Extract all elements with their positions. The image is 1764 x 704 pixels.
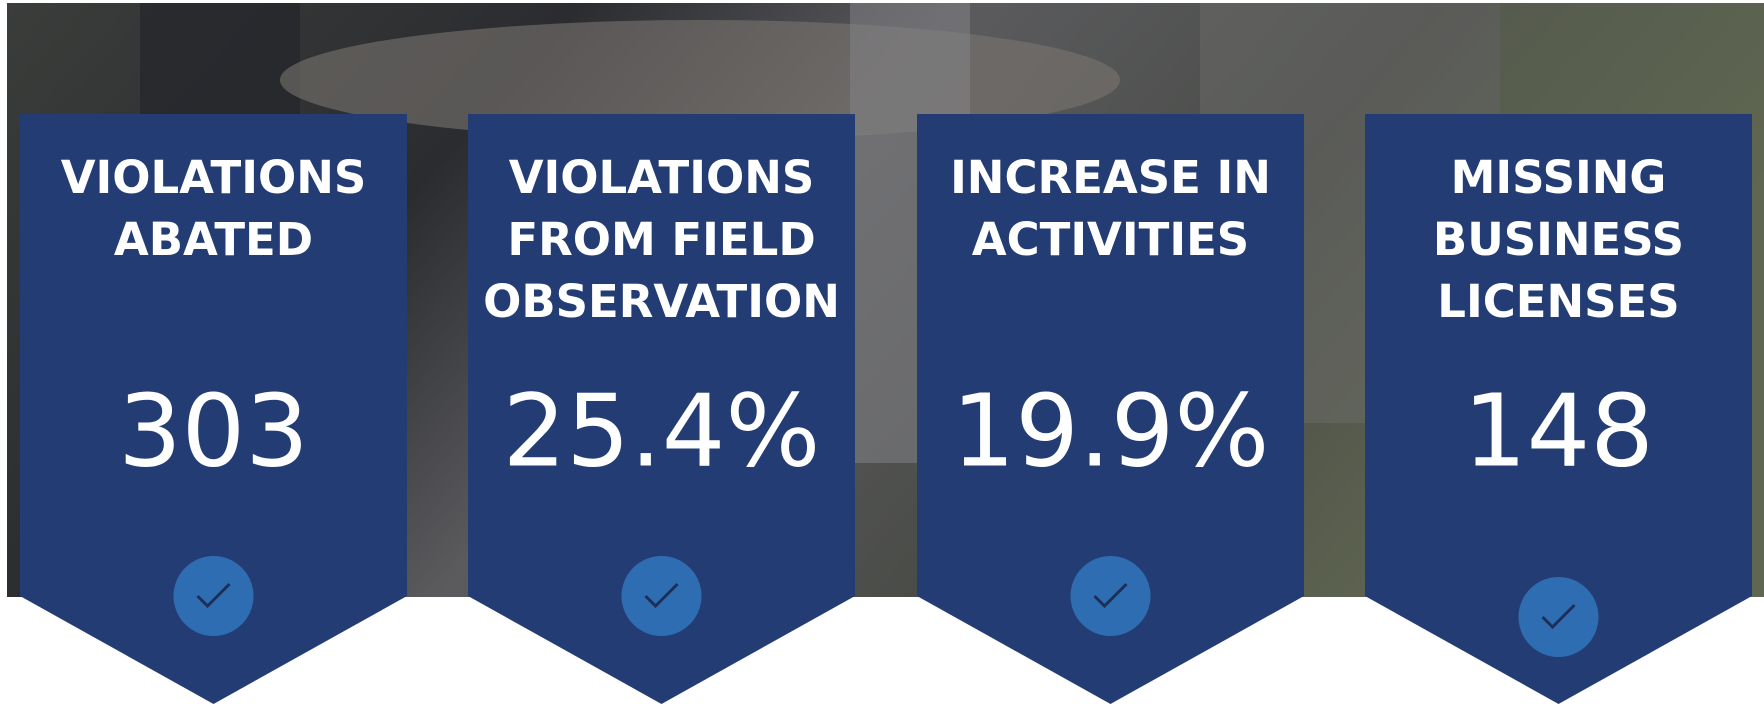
card-value: 303 (118, 372, 309, 489)
card-title-line: BUSINESS (1433, 213, 1684, 266)
kpi-card: MISSING BUSINESS LICENSES 148 (1365, 114, 1752, 704)
page: VIOLATIONS ABATED 303 VIOLATIONS FROM FIELD O… (0, 0, 1764, 704)
card-title-line: ABATED (114, 213, 313, 266)
card-title-line: INCREASE IN (950, 151, 1271, 204)
check-icon-circle (622, 556, 702, 636)
card-title-line: FROM FIELD (507, 213, 815, 266)
card-title-line: ACTIVITIES (972, 213, 1249, 266)
card-value: 19.9% (952, 372, 1270, 489)
card-title-line: MISSING (1451, 151, 1667, 204)
card-title-line: VIOLATIONS (509, 151, 815, 204)
card-title-line: OBSERVATION (483, 275, 840, 328)
check-icon-circle (1071, 556, 1151, 636)
kpi-banner: VIOLATIONS ABATED 303 VIOLATIONS FROM FIELD O… (0, 0, 1764, 704)
check-icon-circle (1519, 577, 1599, 657)
card-title-line: LICENSES (1437, 275, 1679, 328)
kpi-card: VIOLATIONS FROM FIELD OBSERVATION 25.4% (468, 114, 855, 704)
kpi-card: INCREASE IN ACTIVITIES 19.9% (917, 114, 1304, 704)
card-value: 148 (1463, 372, 1654, 489)
kpi-card: VIOLATIONS ABATED 303 (20, 114, 407, 704)
card-title-line: VIOLATIONS (61, 151, 367, 204)
card-value: 25.4% (503, 372, 821, 489)
check-icon-circle (174, 556, 254, 636)
